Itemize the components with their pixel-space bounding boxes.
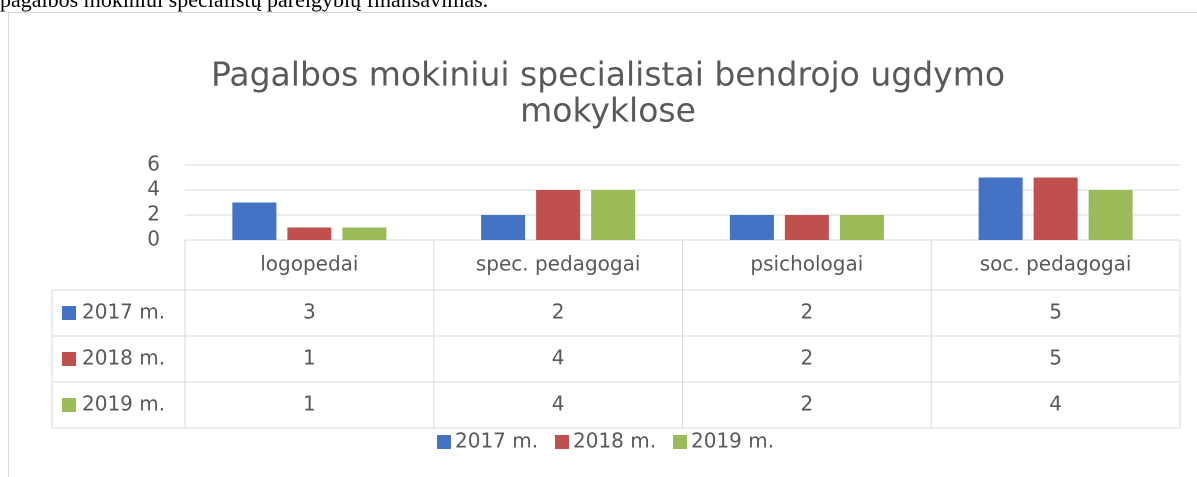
bar [287, 227, 332, 240]
bar [978, 177, 1023, 240]
document-text: pagalbos mokiniui specialistų pareigybių… [0, 0, 488, 12]
table-cell: 5 [1049, 300, 1062, 324]
table-cell: 5 [1049, 346, 1062, 370]
bar [481, 215, 526, 240]
bar [342, 227, 387, 240]
legend-key [62, 398, 76, 412]
chart-title: mokyklose [520, 91, 696, 130]
bar [1088, 190, 1133, 240]
legend-label: 2019 m. [691, 429, 774, 453]
legend-key [555, 435, 569, 449]
table-cell: 1 [303, 346, 316, 370]
table-cell: 4 [552, 392, 565, 416]
bar [232, 202, 277, 240]
bar [729, 215, 774, 240]
bar [536, 190, 581, 240]
y-tick-label: 0 [147, 227, 160, 251]
chart-title: Pagalbos mokiniui specialistai bendrojo … [211, 55, 1005, 94]
legend-key [437, 435, 451, 449]
bar [784, 215, 829, 240]
table-row-label: 2019 m. [82, 392, 165, 416]
chart-border [8, 12, 1197, 477]
y-tick-label: 2 [147, 202, 160, 226]
table-cell: 4 [552, 346, 565, 370]
table-cell: 1 [303, 392, 316, 416]
legend-label: 2017 m. [455, 429, 538, 453]
table-row-label: 2017 m. [82, 300, 165, 324]
table-cell: 4 [1049, 392, 1062, 416]
y-tick-label: 4 [147, 177, 160, 201]
table-cell: 2 [552, 300, 565, 324]
legend-key [62, 352, 76, 366]
table-row-label: 2018 m. [82, 346, 165, 370]
table-cell: 2 [801, 300, 814, 324]
bar [1033, 177, 1078, 240]
table-cell: 2 [801, 346, 814, 370]
table-cell: 3 [303, 300, 316, 324]
x-tick-label: logopedai [260, 252, 358, 276]
bar [839, 215, 884, 240]
legend-key [62, 306, 76, 320]
x-tick-label: soc. pedagogai [980, 252, 1132, 276]
table-cell: 2 [801, 392, 814, 416]
y-tick-label: 6 [147, 152, 160, 176]
legend-label: 2018 m. [573, 429, 656, 453]
bar [591, 190, 636, 240]
x-tick-label: psichologai [750, 252, 863, 276]
legend-key [673, 435, 687, 449]
x-tick-label: spec. pedagogai [476, 252, 641, 276]
